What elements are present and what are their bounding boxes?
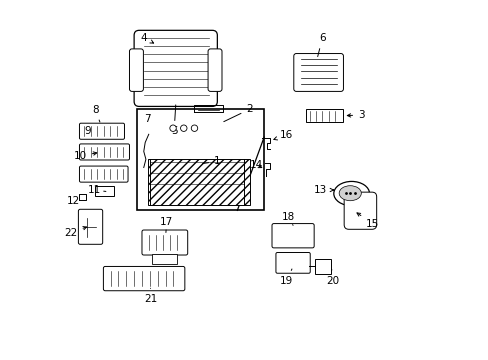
FancyBboxPatch shape	[80, 123, 124, 139]
FancyBboxPatch shape	[293, 54, 343, 91]
Bar	[95, 186, 114, 196]
FancyBboxPatch shape	[207, 49, 222, 91]
Text: 1: 1	[202, 157, 220, 166]
Circle shape	[191, 125, 197, 131]
Text: 10: 10	[74, 151, 97, 161]
FancyBboxPatch shape	[80, 144, 129, 160]
FancyBboxPatch shape	[142, 230, 187, 255]
Bar	[152, 254, 176, 264]
Text: 18: 18	[281, 212, 294, 225]
FancyBboxPatch shape	[134, 30, 217, 107]
Text: 11: 11	[87, 185, 106, 195]
Text: 21: 21	[143, 288, 157, 304]
Text: 13: 13	[313, 185, 333, 195]
Text: 17: 17	[160, 217, 173, 233]
FancyBboxPatch shape	[275, 252, 309, 273]
Text: 19: 19	[280, 269, 293, 286]
Text: 16: 16	[273, 130, 293, 140]
Text: 14: 14	[249, 160, 263, 170]
FancyBboxPatch shape	[271, 224, 313, 248]
Text: 3: 3	[346, 110, 364, 120]
Text: 7: 7	[144, 113, 150, 123]
FancyBboxPatch shape	[129, 49, 143, 91]
Circle shape	[180, 125, 186, 131]
Text: 20: 20	[326, 269, 339, 286]
Text: 6: 6	[317, 33, 325, 57]
FancyBboxPatch shape	[80, 166, 128, 182]
FancyBboxPatch shape	[344, 192, 376, 229]
Bar	[315, 258, 331, 274]
Text: 12: 12	[66, 196, 80, 206]
Bar	[305, 109, 343, 122]
Text: 22: 22	[64, 226, 86, 238]
Bar	[148, 158, 249, 205]
FancyBboxPatch shape	[103, 266, 184, 291]
Ellipse shape	[339, 186, 361, 201]
Text: 2: 2	[224, 104, 252, 122]
Text: 8: 8	[92, 105, 100, 122]
Text: 15: 15	[356, 213, 378, 229]
Text: 9: 9	[84, 126, 90, 136]
FancyBboxPatch shape	[78, 209, 102, 244]
Text: 5: 5	[170, 105, 177, 136]
Bar	[137, 109, 264, 210]
Text: 4: 4	[141, 33, 153, 43]
Ellipse shape	[333, 181, 369, 206]
Circle shape	[169, 125, 176, 131]
